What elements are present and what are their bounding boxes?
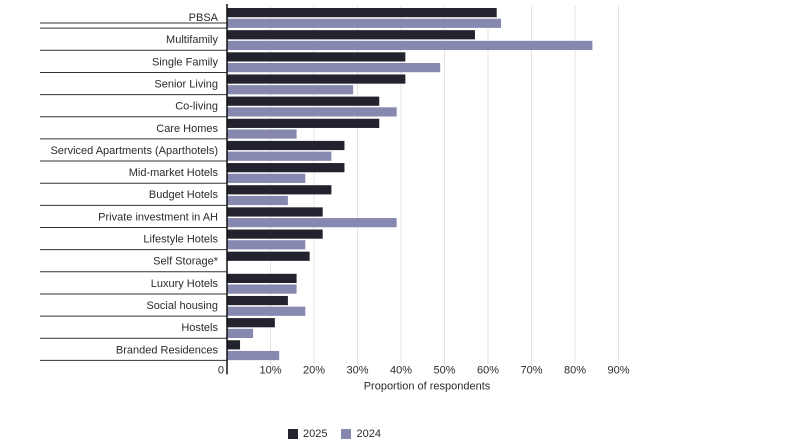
- legend-swatch-2024: [341, 429, 352, 439]
- bar-2025-3: [227, 74, 406, 84]
- legend-item-2025: 2025: [288, 428, 327, 440]
- bar-2025-8: [227, 185, 332, 195]
- bar-2024-12: [227, 284, 297, 294]
- category-label: Mid-market Hotels: [129, 167, 219, 179]
- category-label: Hostels: [181, 322, 218, 334]
- bar-2025-5: [227, 118, 380, 128]
- category-label: Senior Living: [154, 78, 218, 90]
- bars: [227, 8, 593, 361]
- bar-chart: PBSA Multifamily Single Family Senior Livin…: [40, 4, 630, 392]
- bar-2024-10: [227, 240, 306, 250]
- bar-2024-9: [227, 218, 397, 228]
- x-tick-label: 60%: [477, 364, 499, 376]
- category-label: Co-living: [175, 101, 218, 113]
- category-label: Care Homes: [156, 123, 218, 135]
- x-tick-label: 30%: [346, 364, 368, 376]
- bar-2024-14: [227, 328, 254, 338]
- legend: 2025 2024: [288, 428, 381, 440]
- bar-2024-1: [227, 40, 593, 51]
- category-label: Lifestyle Hotels: [143, 234, 218, 246]
- bar-2024-4: [227, 107, 397, 117]
- x-tick-label: 0: [218, 364, 224, 376]
- bar-2024-13: [227, 306, 306, 316]
- category-label: Private investment in AH: [98, 211, 218, 223]
- bar-2024-0: [227, 18, 502, 28]
- bar-2024-2: [227, 63, 441, 73]
- bar-2024-8: [227, 195, 288, 206]
- x-tick-label: 70%: [520, 364, 542, 376]
- x-tick-label: 90%: [607, 364, 629, 376]
- bar-2024-15: [227, 350, 280, 361]
- category-label: Budget Hotels: [149, 189, 219, 201]
- category-label: Social housing: [146, 300, 218, 312]
- category-labels: PBSA Multifamily Single Family Senior Livin…: [50, 12, 218, 356]
- bar-2024-5: [227, 129, 297, 139]
- bar-2025-14: [227, 318, 275, 328]
- x-tick-label: 50%: [433, 364, 455, 376]
- category-label: Branded Residences: [116, 344, 219, 356]
- bar-2025-4: [227, 96, 380, 106]
- bar-2025-2: [227, 52, 406, 62]
- legend-swatch-2025: [288, 429, 298, 439]
- bar-2025-12: [227, 273, 297, 283]
- bar-2024-6: [227, 151, 332, 161]
- x-tick-label: 40%: [390, 364, 412, 376]
- legend-item-2024: 2024: [341, 428, 381, 440]
- bar-2025-15: [227, 340, 241, 350]
- category-label: Multifamily: [166, 34, 218, 46]
- category-label: Serviced Apartments (Aparthotels): [50, 145, 218, 157]
- bar-2024-7: [227, 173, 306, 183]
- category-label: PBSA: [189, 12, 219, 24]
- legend-label-2025: 2025: [303, 428, 328, 440]
- x-axis-title: Proportion of respondents: [364, 380, 491, 392]
- bar-2025-10: [227, 229, 323, 239]
- bar-2025-6: [227, 140, 345, 151]
- x-tick-label: 80%: [564, 364, 586, 376]
- bar-2025-1: [227, 30, 475, 40]
- bar-2025-9: [227, 207, 323, 217]
- category-label: Self Storage*: [153, 256, 219, 268]
- bar-2025-11: [227, 251, 310, 261]
- legend-label-2024: 2024: [356, 428, 381, 440]
- bar-2025-13: [227, 295, 288, 306]
- x-tick-labels: 0 10% 20% 30% 40% 50% 60% 70% 80% 90%: [218, 364, 630, 376]
- category-label: Single Family: [152, 56, 219, 68]
- bar-2024-3: [227, 85, 354, 95]
- x-tick-label: 20%: [303, 364, 325, 376]
- x-tick-label: 10%: [259, 364, 281, 376]
- category-separators: [40, 22, 227, 361]
- bar-2025-7: [227, 163, 345, 173]
- category-label: Luxury Hotels: [151, 278, 219, 290]
- bar-2025-0: [227, 8, 497, 18]
